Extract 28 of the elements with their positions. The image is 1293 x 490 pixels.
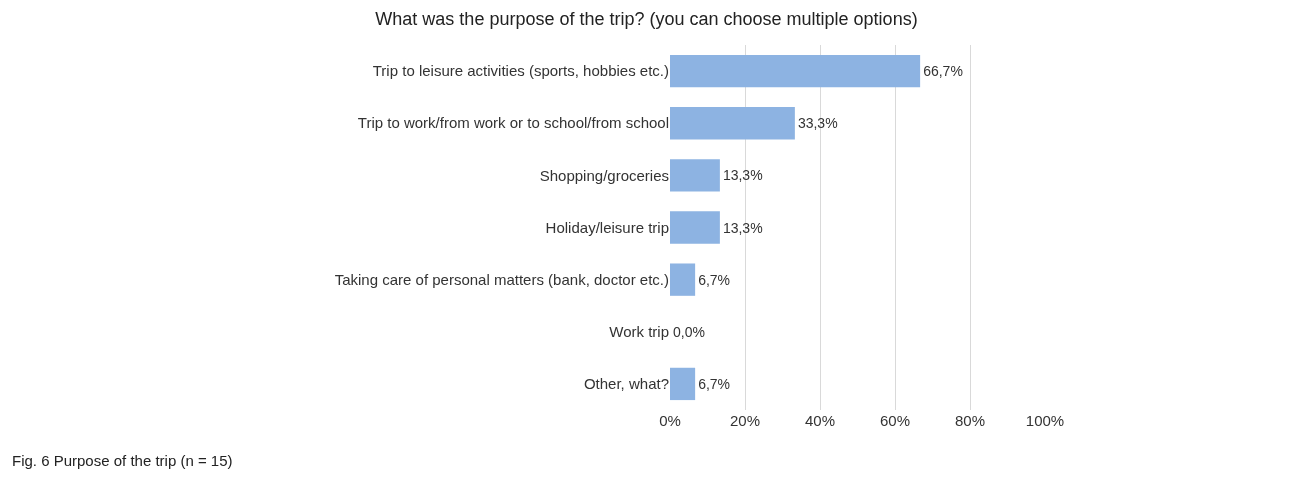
caption: Fig. 6 Purpose of the trip (n = 15) (12, 452, 233, 469)
y-tick-label: Holiday/leisure trip (545, 218, 669, 236)
data-label: 66,7% (923, 63, 963, 80)
data-label: 13,3% (722, 167, 763, 184)
y-tick-label: Taking care of personal matters (bank, doctor etc.) (334, 270, 669, 288)
bar (670, 54, 921, 88)
data-label: 13,3% (722, 219, 763, 236)
chart-title: What was the purpose of the trip? (you can choose multiple options) (375, 8, 918, 29)
y-tick-label: Work trip (609, 323, 669, 341)
data-label: 0,0% (673, 323, 705, 340)
x-tick-label: 100% (1025, 412, 1065, 429)
data-label: 33,3% (797, 115, 838, 132)
data-label: 6,7% (698, 375, 731, 392)
x-tick-label: 60% (879, 412, 911, 429)
y-tick-label: Shopping/groceries (539, 166, 669, 184)
bar (670, 159, 720, 192)
data-label: 6,7% (698, 271, 731, 288)
x-tick-label: 0% (659, 412, 681, 429)
bar (670, 107, 795, 140)
x-tick-label: 40% (804, 412, 836, 429)
y-tick-label: Trip to work/from work or to school/from school (357, 114, 669, 132)
y-tick-label: Other, what? (583, 375, 669, 393)
bar (670, 367, 696, 401)
y-tick-label: Trip to leisure activities (sports, hobbies etc.) (372, 62, 669, 80)
bar (670, 263, 696, 296)
x-tick-label: 80% (954, 412, 986, 429)
x-tick-label: 20% (729, 412, 761, 429)
bar (670, 211, 720, 244)
